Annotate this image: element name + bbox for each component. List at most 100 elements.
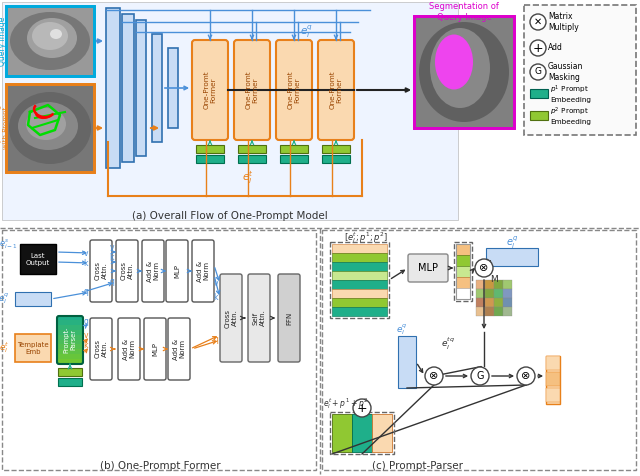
Bar (57, 330, 83, 335)
Bar (57, 316, 83, 321)
Bar (398, 336, 416, 388)
Text: Last
Output: Last Output (26, 252, 50, 266)
Text: q: q (83, 288, 88, 297)
Text: ⊗: ⊗ (429, 371, 438, 381)
Ellipse shape (430, 28, 490, 108)
Bar (456, 277, 470, 288)
Bar (57, 335, 83, 340)
Bar (322, 145, 350, 153)
Text: k: k (214, 294, 218, 303)
Circle shape (425, 367, 443, 385)
Text: Add &
Norm: Add & Norm (147, 260, 159, 282)
Bar (57, 359, 83, 364)
Text: k: k (83, 341, 88, 350)
FancyBboxPatch shape (318, 40, 354, 140)
Text: $[e_l^t; p^1; p^2]$: $[e_l^t; p^1; p^2]$ (344, 230, 388, 246)
Ellipse shape (32, 22, 68, 50)
Text: Self
Attn.: Self Attn. (253, 309, 266, 327)
Bar (494, 280, 503, 289)
FancyBboxPatch shape (234, 40, 270, 140)
Bar (196, 145, 224, 153)
Ellipse shape (18, 102, 78, 150)
Text: v: v (83, 331, 88, 340)
Text: v: v (83, 248, 88, 258)
Bar (6, 6, 94, 76)
Bar (454, 242, 472, 301)
Text: G: G (534, 68, 541, 77)
Bar (503, 280, 512, 289)
Bar (196, 155, 224, 163)
Bar (503, 307, 512, 316)
Bar (238, 145, 266, 153)
Text: k: k (109, 254, 114, 262)
Bar (414, 16, 514, 128)
Text: M: M (490, 276, 498, 285)
Bar (122, 14, 134, 162)
Bar (322, 155, 350, 163)
FancyBboxPatch shape (192, 40, 228, 140)
Text: One-Promt
Former: One-Promt Former (246, 71, 259, 109)
Circle shape (475, 259, 493, 277)
Ellipse shape (50, 29, 62, 39)
Bar (456, 288, 470, 299)
Bar (503, 289, 512, 298)
Ellipse shape (435, 34, 473, 89)
Text: Segmentation of
Query Image: Segmentation of Query Image (429, 2, 499, 22)
Text: Cross
Attn.: Cross Attn. (95, 261, 108, 280)
Text: v: v (214, 279, 218, 288)
Text: Cross
Attn.: Cross Attn. (95, 339, 108, 358)
Text: ✕: ✕ (534, 17, 542, 27)
Bar (546, 388, 560, 402)
Bar (476, 307, 485, 316)
Bar (280, 145, 308, 153)
FancyBboxPatch shape (118, 318, 140, 380)
Bar (57, 344, 83, 349)
Text: $p^1$ Prompt
Embeeding: $p^1$ Prompt Embeeding (550, 83, 591, 103)
Text: Template
Emb: Template Emb (17, 341, 49, 355)
Bar (15, 292, 51, 306)
Ellipse shape (419, 22, 509, 122)
Bar (414, 16, 514, 128)
Bar (352, 414, 372, 452)
Bar (152, 34, 162, 142)
Bar (57, 340, 83, 345)
Text: Prompt-
Parser: Prompt- Parser (63, 327, 77, 353)
Bar (6, 6, 94, 76)
Text: $e_l^q$: $e_l^q$ (0, 291, 10, 307)
Bar (332, 289, 387, 298)
Bar (330, 242, 389, 318)
FancyBboxPatch shape (220, 274, 242, 362)
FancyBboxPatch shape (278, 274, 300, 362)
FancyBboxPatch shape (408, 254, 448, 282)
Bar (58, 378, 82, 386)
Bar (57, 325, 83, 330)
Circle shape (530, 14, 546, 30)
Bar (476, 289, 485, 298)
Bar (476, 298, 485, 307)
Bar (456, 266, 470, 277)
FancyBboxPatch shape (192, 240, 214, 302)
Bar (530, 89, 548, 98)
Text: $e_l^q$: $e_l^q$ (396, 323, 408, 337)
Text: $e_l^t$: $e_l^t$ (0, 340, 10, 356)
Bar (486, 248, 538, 266)
Text: k: k (83, 258, 88, 268)
Bar (494, 289, 503, 298)
Bar (280, 155, 308, 163)
Bar (332, 280, 387, 289)
Bar (476, 280, 485, 289)
Bar (524, 5, 636, 135)
Bar (546, 356, 560, 370)
Text: One-Promt
Former: One-Promt Former (287, 71, 301, 109)
Text: q: q (83, 317, 88, 327)
Ellipse shape (27, 18, 77, 58)
Bar (485, 289, 494, 298)
Text: Matrix
Multiply: Matrix Multiply (548, 12, 579, 32)
Text: Add &
Norm: Add & Norm (122, 338, 136, 359)
Text: G: G (476, 371, 484, 381)
Bar (57, 349, 83, 354)
Bar (332, 253, 387, 262)
Text: Add &
Norm: Add & Norm (196, 260, 209, 282)
Bar (6, 84, 94, 172)
Text: (a) Overall Flow of One-Prompt Model: (a) Overall Flow of One-Prompt Model (132, 211, 328, 221)
